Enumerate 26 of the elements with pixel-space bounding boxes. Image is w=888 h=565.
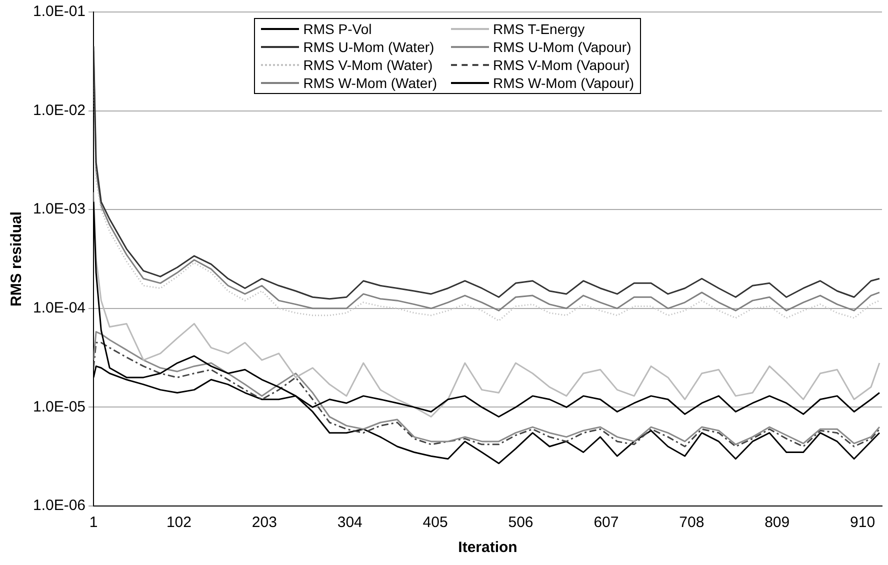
y-tick-label: 1.0E-05 [32,398,86,416]
legend-label: RMS U-Mom (Vapour) [493,38,632,56]
y-tick-label: 1.0E-06 [32,497,86,514]
x-tick-label: 607 [594,514,619,532]
y-tick-label: 1.0E-04 [32,300,86,317]
legend-label: RMS U-Mom (Water) [303,38,434,56]
x-tick-label: 506 [508,514,534,532]
x-tick-label: 1 [89,514,98,532]
legend-label: RMS V-Mom (Water) [303,56,433,74]
legend-label: RMS P-Vol [303,20,372,38]
legend-label: RMS T-Energy [493,20,585,38]
x-tick-label: 102 [166,514,192,532]
y-tick-label: 1.0E-02 [32,102,86,119]
y-tick-label: 1.0E-01 [32,3,86,20]
x-tick-label: 910 [850,514,876,532]
x-axis-title: Iteration [458,539,518,556]
x-tick-label: 809 [764,514,790,532]
y-axis-title: RMS residual [8,211,26,307]
y-tick-label: 1.0E-03 [32,200,86,218]
x-tick-label: 405 [422,514,448,532]
x-tick-label: 708 [679,514,704,532]
legend-label: RMS W-Mom (Water) [303,74,438,92]
x-tick-label: 304 [337,514,362,532]
x-tick-label: 203 [252,514,277,532]
legend-label: RMS W-Mom (Vapour) [493,74,634,92]
legend-label: RMS V-Mom (Vapour) [493,56,630,74]
